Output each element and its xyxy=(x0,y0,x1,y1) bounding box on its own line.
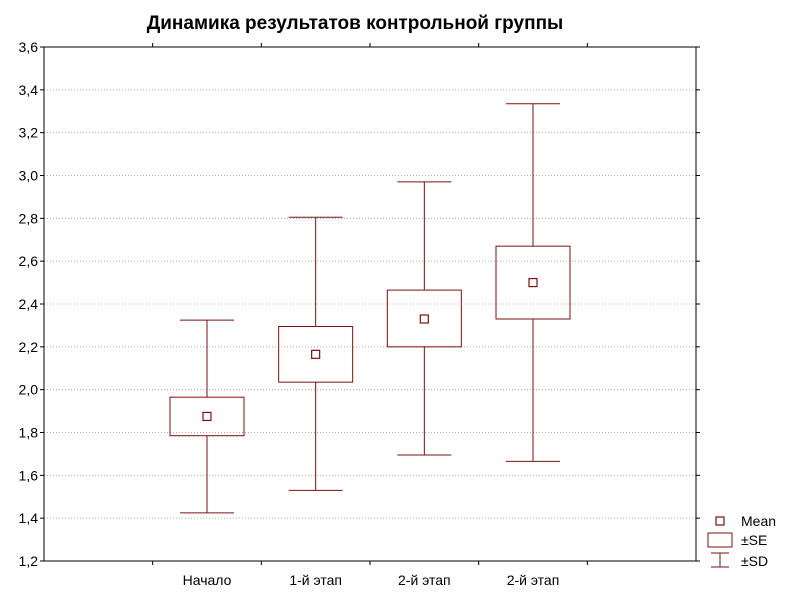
x-tick-label: 1-й этап xyxy=(289,572,342,588)
x-tick-label: 2-й этап xyxy=(507,572,560,588)
se-box xyxy=(278,325,354,383)
gridlines xyxy=(44,89,696,519)
x-axis: Начало 1-й этап 2-й этап 2-й этап xyxy=(152,43,588,588)
legend-se-symbol xyxy=(707,532,733,548)
y-tick-label: 3,0 xyxy=(19,168,39,184)
plot-area-frame xyxy=(43,46,697,562)
y-tick-label: 2,6 xyxy=(19,253,39,269)
box-series xyxy=(169,103,571,514)
y-tick-label: 1,6 xyxy=(19,467,39,483)
se-box xyxy=(169,396,245,437)
y-tick-label: 3,4 xyxy=(19,82,39,98)
y-tick-label: 2,0 xyxy=(19,382,39,398)
y-tick-label: 1,4 xyxy=(19,510,39,526)
mean-marker xyxy=(311,349,321,359)
legend-label-sd: ±SD xyxy=(741,553,768,569)
box-item xyxy=(278,216,354,491)
y-axis: 1,2 1,4 1,6 1,8 2,0 2,2 2,4 2,6 2,8 3,0 3,2 3,4 3,6 xyxy=(19,39,700,569)
y-tick-label: 2,2 xyxy=(19,339,39,355)
y-tick-label: 3,2 xyxy=(19,125,39,141)
legend-label-mean: Mean xyxy=(741,513,776,529)
legend-label-se: ±SE xyxy=(741,532,767,548)
y-tick-label: 1,2 xyxy=(19,553,39,569)
box-item xyxy=(386,181,462,456)
box-item xyxy=(169,319,245,514)
box-item xyxy=(495,103,571,462)
chart-title: Динамика результатов контрольной группы xyxy=(147,13,564,34)
mean-marker xyxy=(419,314,429,324)
mean-marker xyxy=(528,277,538,288)
legend-mean-symbol xyxy=(715,516,725,526)
y-tick-label: 2,4 xyxy=(19,296,39,312)
se-box xyxy=(386,289,462,348)
se-box xyxy=(495,245,571,320)
y-tick-label: 1,8 xyxy=(19,425,39,441)
mean-marker xyxy=(202,411,212,422)
y-tick-label: 3,6 xyxy=(19,39,39,55)
x-tick-label: Начало xyxy=(183,572,232,588)
y-tick-label: 2,8 xyxy=(19,210,39,226)
legend: Mean ±SE ±SD xyxy=(707,513,776,569)
x-tick-label: 2-й этап xyxy=(398,572,451,588)
